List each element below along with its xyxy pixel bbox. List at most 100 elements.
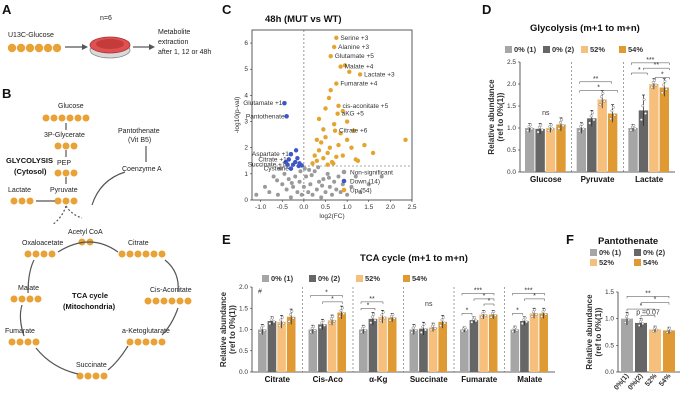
y-tick-label: 0 — [244, 197, 248, 204]
point-up — [338, 131, 343, 136]
bar — [368, 318, 378, 372]
x-category-label: Lactate — [635, 175, 664, 184]
replicate-dot — [331, 315, 335, 319]
point-nonsignificant — [319, 195, 324, 200]
replicate-dot — [633, 127, 637, 131]
replicate-dot — [323, 323, 326, 327]
replicate-dot — [536, 130, 540, 134]
replicate-dot — [544, 312, 548, 316]
x-category-label: Citrate — [265, 375, 291, 384]
y-tick-label: 6 — [244, 40, 248, 47]
extraction-line2: extraction — [158, 39, 188, 46]
y-tick-label: 2.0 — [239, 284, 248, 291]
point-nonsignificant — [288, 195, 293, 200]
replicate-dot — [379, 319, 382, 323]
legend-swatch — [505, 46, 512, 53]
point-label: Cysteine — [264, 166, 290, 173]
x-category-label: 54% — [658, 372, 673, 388]
point-up — [362, 142, 367, 148]
replicate-dot — [271, 316, 275, 320]
legend-swatch — [543, 46, 550, 53]
point-up — [310, 161, 315, 166]
bar — [378, 316, 387, 372]
bar — [525, 128, 535, 172]
significance-bracket — [473, 298, 495, 301]
y-axis-label: (ref to 0%(1)) — [594, 307, 603, 356]
bar — [308, 329, 318, 372]
panel-f: F Pantothenate 0.0 0.5 1.0 1.5 Relative abun… — [566, 232, 680, 392]
panel-c: C 48h (MUT vs WT) 0 1 2 3 4 5 6 -1.0 -0.5 0.0 0.5 1… — [222, 2, 417, 220]
significance-label: ns — [542, 110, 550, 117]
point-nonsignificant — [306, 190, 311, 195]
point-nonsignificant — [330, 192, 334, 197]
replicate-dot — [540, 314, 544, 318]
point-nonsignificant — [307, 167, 312, 172]
replicate-dot — [609, 117, 612, 121]
point-nonsignificant — [325, 171, 330, 176]
bar — [327, 320, 337, 372]
replicate-dot — [279, 318, 283, 322]
panel-letter-e: E — [222, 232, 231, 247]
replicate-dot — [363, 328, 367, 332]
bar — [607, 113, 618, 172]
bar — [628, 128, 638, 172]
replicate-dot — [523, 316, 527, 320]
n-label: n=6 — [100, 15, 112, 22]
bar — [318, 324, 327, 372]
significance-bracket — [631, 62, 670, 65]
bar — [597, 99, 607, 172]
point-up — [321, 127, 326, 132]
point-up — [312, 153, 317, 158]
bar — [277, 321, 286, 372]
replicate-dot — [482, 310, 486, 314]
significance-bracket — [626, 296, 670, 299]
y-tick-label: 0.0 — [507, 169, 516, 176]
point-up — [323, 106, 328, 111]
metabolite-vitb5: (Vit B5) — [128, 137, 151, 144]
y-tick-label: 1.0 — [507, 125, 516, 132]
x-category-label: Fumarate — [461, 375, 498, 384]
labeled-point — [335, 111, 340, 116]
y-tick-label: 2.5 — [507, 59, 516, 66]
point-up — [327, 145, 333, 150]
bar — [638, 110, 649, 172]
labeled-point — [332, 128, 338, 133]
x-category-label: 0%(2) — [627, 373, 644, 392]
bar — [535, 128, 545, 172]
replicate-dot — [654, 83, 658, 87]
metabolite-lactate: Lactate — [8, 187, 31, 194]
point-label: Lactate +3 — [364, 71, 395, 78]
legend-label: 52% — [590, 45, 605, 54]
replicate-dot — [493, 314, 497, 317]
replicate-dot — [474, 319, 478, 323]
legend-label: Down (14) — [350, 178, 380, 185]
replicate-dot — [429, 328, 433, 332]
replicate-dot — [422, 322, 426, 326]
point-up — [316, 116, 322, 122]
bar — [258, 329, 267, 372]
x-category-label: 52% — [644, 372, 659, 388]
point-label: Citrate +6 — [339, 128, 368, 135]
point-label: Alanine +3 — [338, 44, 369, 51]
significance-bracket-label: *** — [646, 57, 654, 64]
replicate-dot — [432, 322, 436, 326]
x-tick-label: -0.5 — [277, 204, 289, 211]
point-label: Serine +3 — [340, 35, 368, 42]
replicate-dot — [380, 313, 384, 317]
point-nonsignificant — [297, 179, 302, 184]
labeled-point — [331, 44, 337, 50]
legend-marker — [341, 187, 347, 193]
replicate-dot — [441, 315, 445, 319]
significance-bracket — [631, 72, 648, 75]
bar — [545, 128, 556, 172]
point-nonsignificant — [366, 182, 371, 187]
point-up — [314, 137, 320, 143]
replicate-dot — [653, 78, 657, 82]
point-nonsignificant — [267, 190, 272, 195]
point-nonsignificant — [301, 184, 306, 189]
point-nonsignificant — [336, 174, 341, 179]
significance-bracket — [360, 308, 376, 311]
replicate-dot — [383, 316, 387, 320]
significance-bracket — [310, 295, 343, 298]
